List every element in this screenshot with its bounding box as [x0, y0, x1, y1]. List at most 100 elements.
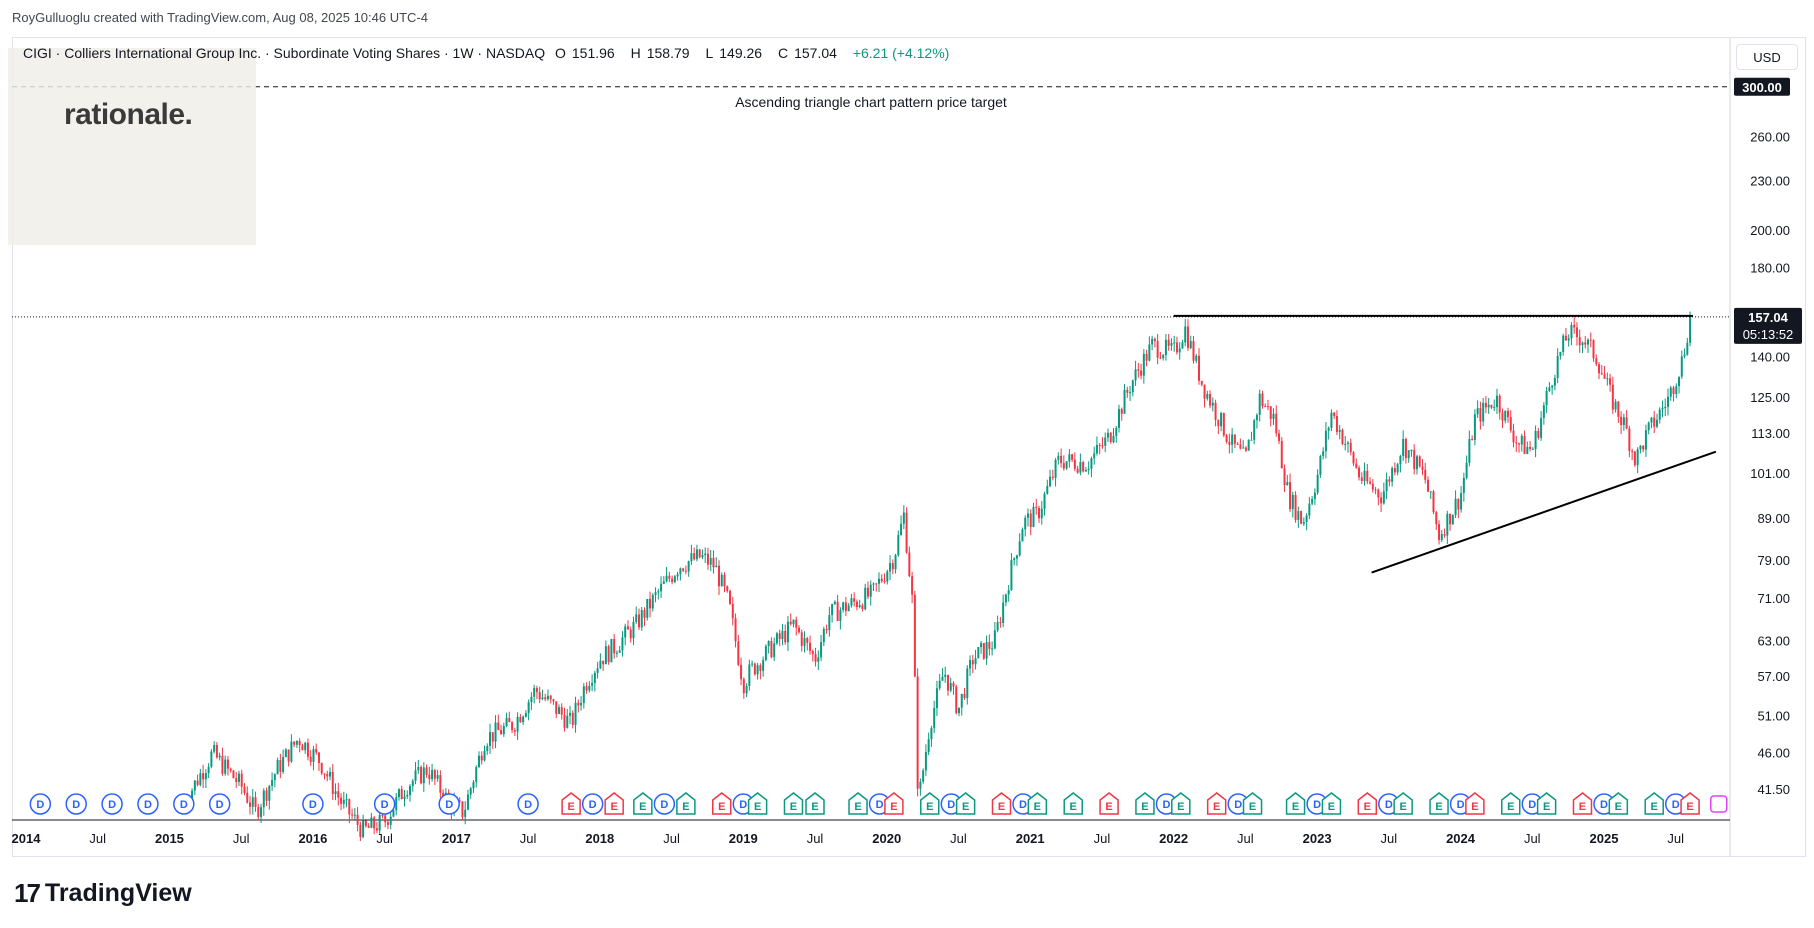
dividend-marker-label: D [1457, 799, 1465, 811]
candle-body [1264, 406, 1267, 408]
candle-body [389, 816, 392, 825]
candle-body [519, 716, 522, 723]
candle-body [1065, 461, 1068, 469]
candle-body [1526, 446, 1529, 454]
candle-body [522, 716, 525, 723]
candle-body [632, 621, 635, 639]
earnings-marker-label: E [1141, 801, 1148, 813]
x-tick-label: 2016 [298, 831, 327, 846]
candle-body [1457, 498, 1460, 510]
candle-body [1529, 446, 1532, 450]
x-tick-label: 2014 [12, 831, 42, 846]
candle-body [1642, 445, 1645, 450]
candle-body [1140, 370, 1143, 376]
candle-body [1308, 503, 1311, 516]
candle-body [1291, 494, 1294, 510]
candle-body [720, 574, 723, 587]
candle-body [304, 742, 307, 751]
candle-body [1250, 439, 1253, 441]
candle-body [541, 697, 544, 700]
candle-body [864, 587, 867, 610]
support-trendline [1371, 450, 1717, 574]
candle-body [1600, 373, 1603, 375]
candle-body [640, 610, 643, 628]
candle-body [1451, 515, 1454, 525]
candle-body [1040, 508, 1043, 519]
candle-body [966, 668, 969, 699]
candle-body [1426, 479, 1429, 492]
candle-body [1294, 494, 1297, 520]
candle-body [715, 565, 718, 568]
earnings-marker-label: E [1471, 801, 1478, 813]
candle-body [1611, 384, 1614, 410]
candle-body [1404, 439, 1407, 459]
candle-body [977, 647, 980, 659]
candle-body [913, 594, 916, 677]
candle-body [624, 626, 627, 638]
earnings-marker-label: E [1686, 801, 1693, 813]
y-tick-label: 57.00 [1757, 669, 1790, 684]
symbol-header[interactable]: CIGI · Colliers International Group Inc.… [23, 45, 955, 61]
candle-body [1553, 377, 1556, 386]
candle-body [1167, 339, 1170, 346]
candle-body [836, 601, 839, 621]
candle-body [1432, 491, 1435, 513]
candle-body [988, 642, 991, 649]
candle-body [891, 563, 894, 570]
candle-body [574, 702, 577, 725]
candle-body [409, 786, 412, 796]
candle-body [1071, 454, 1074, 460]
candle-body [1366, 470, 1369, 482]
candle-body [1518, 443, 1521, 445]
candle-body [944, 674, 947, 677]
candle-body [745, 685, 748, 694]
candle-body [1562, 335, 1565, 352]
candle-body [1672, 387, 1675, 395]
dividend-icon [581, 793, 604, 815]
earnings-icon [884, 792, 904, 815]
x-tick-label: Jul [1237, 831, 1254, 846]
candle-body [1109, 432, 1112, 443]
candle-body [1358, 467, 1361, 478]
x-tick-label: Jul [807, 831, 824, 846]
x-tick-label: 2025 [1590, 831, 1619, 846]
candle-body [1186, 326, 1189, 349]
candle-body [359, 824, 362, 837]
tradingview-logo[interactable]: 17 TradingView [14, 877, 192, 908]
candle-body [1209, 393, 1212, 406]
candle-body [814, 654, 817, 662]
candle-body [351, 814, 354, 816]
candle-body [395, 797, 398, 811]
currency-button[interactable]: USD [1736, 44, 1798, 70]
candle-body [960, 693, 963, 708]
dividend-icon [438, 793, 460, 815]
candle-body [196, 780, 199, 785]
earnings-icon [604, 792, 624, 815]
earnings-icon [783, 792, 804, 815]
drawings-layer: Ascending triangle chart pattern price t… [12, 86, 1730, 574]
candle-body [1104, 437, 1107, 446]
candle-body [356, 814, 359, 825]
candle-body [295, 740, 298, 745]
candle-body [466, 794, 469, 810]
candle-body [847, 605, 850, 612]
candle-body [1142, 353, 1145, 376]
earnings-icon [747, 792, 768, 815]
candle-body [853, 598, 856, 602]
candle-body [1151, 338, 1154, 345]
candle-body [1603, 374, 1606, 379]
candle-body [773, 643, 776, 658]
candle-body [1667, 396, 1670, 407]
candle-body [1126, 389, 1129, 393]
candle-body [629, 629, 632, 639]
candle-body [1283, 468, 1286, 486]
candle-body [1021, 529, 1024, 542]
candle-body [497, 722, 500, 731]
candle-body [737, 641, 740, 665]
candle-body [1200, 380, 1203, 385]
candle-body [1658, 409, 1661, 420]
candle-body [1473, 414, 1476, 440]
candle-body [1468, 438, 1471, 463]
candle-body [875, 583, 878, 585]
